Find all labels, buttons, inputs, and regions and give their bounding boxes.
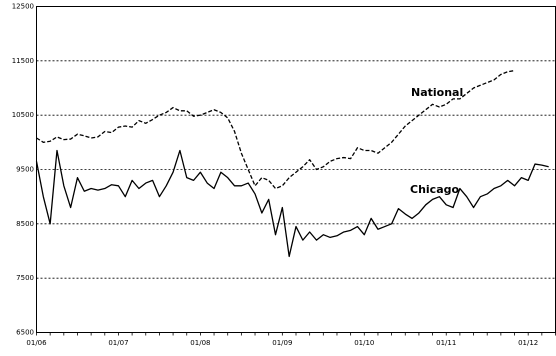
x-tick-label: 01/09	[272, 339, 292, 347]
y-axis-tick-labels: 6500 7500 8500 9500 10500 11500 12500	[12, 3, 34, 337]
gridlines	[36, 60, 556, 279]
y-tick-label: 9500	[16, 166, 34, 174]
y-tick-label: 12500	[12, 3, 34, 11]
series-labels: National Chicago	[410, 86, 463, 196]
series-line-chicago	[35, 149, 549, 258]
y-tick-label: 6500	[16, 329, 34, 337]
x-tick-label: 01/08	[190, 339, 210, 347]
series-lines	[35, 69, 549, 258]
x-axis: 01/06 01/07 01/08 01/09 01/10 01/11 01/12	[26, 332, 556, 347]
y-tick-label: 10500	[12, 111, 34, 119]
y-tick-label: 11500	[12, 57, 34, 65]
series-label-national: National	[411, 86, 463, 99]
x-tick-label: 01/07	[108, 339, 128, 347]
x-tick-label: 01/11	[436, 339, 456, 347]
x-tick-label: 01/12	[518, 339, 538, 347]
x-tick-label: 01/06	[26, 339, 47, 347]
x-tick-label: 01/10	[354, 339, 374, 347]
series-label-chicago: Chicago	[410, 183, 459, 196]
y-tick-label: 8500	[16, 220, 34, 228]
y-tick-label: 7500	[16, 274, 34, 282]
